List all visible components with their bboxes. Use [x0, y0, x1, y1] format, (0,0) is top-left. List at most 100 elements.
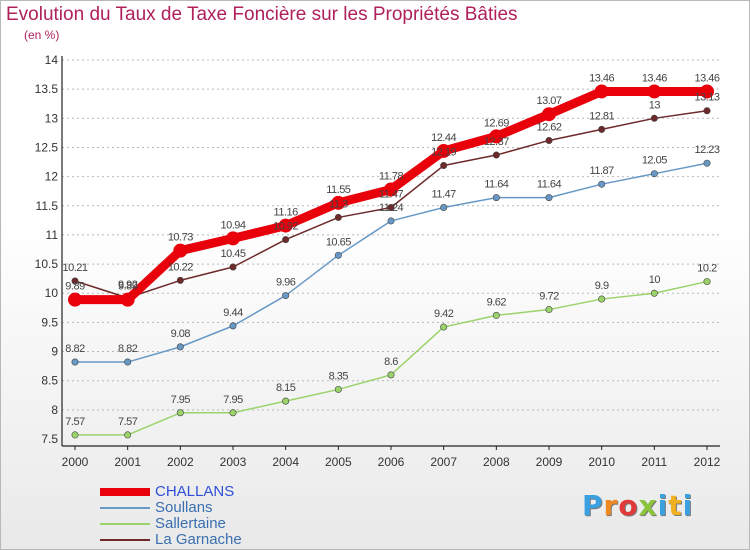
x-tick-label: 2009 — [536, 455, 563, 469]
legend-swatch — [100, 539, 150, 541]
data-point — [436, 143, 451, 158]
data-label: 13.46 — [642, 72, 667, 84]
data-label: 12.19 — [431, 147, 456, 159]
series-layer — [68, 84, 714, 439]
data-point — [387, 371, 395, 379]
logo-letter: P — [582, 489, 604, 522]
data-label: 9.92 — [118, 279, 138, 291]
data-point — [331, 195, 346, 210]
data-label: 8.15 — [276, 382, 296, 394]
data-point — [229, 409, 237, 417]
y-tick-label: 13 — [45, 111, 59, 125]
data-label: 10.21 — [62, 262, 87, 274]
y-tick-label: 12 — [45, 170, 59, 184]
y-tick-label: 13.5 — [35, 82, 59, 96]
data-point — [492, 311, 500, 319]
data-point — [282, 292, 290, 300]
data-label: 7.95 — [223, 394, 243, 406]
y-tick-label: 7.5 — [41, 432, 58, 446]
data-label: 10.73 — [168, 232, 193, 244]
data-point — [700, 84, 714, 99]
data-point — [124, 431, 132, 439]
legend-swatch — [100, 488, 150, 496]
y-tick-label: 9 — [51, 345, 58, 359]
data-label: 9.96 — [276, 277, 296, 289]
legend-label: CHALLANS — [155, 483, 235, 500]
y-tick-label: 9.5 — [41, 315, 58, 329]
x-tick-label: 2011 — [641, 455, 667, 469]
data-point — [650, 289, 658, 297]
data-label: 13 — [649, 99, 661, 111]
data-point — [598, 295, 606, 303]
data-point — [176, 409, 184, 417]
legend-swatch — [100, 507, 150, 509]
data-label: 13.46 — [694, 72, 719, 84]
data-label: 11.47 — [432, 189, 457, 201]
y-tick-label: 8 — [51, 403, 58, 417]
data-label: 10.22 — [168, 261, 193, 273]
data-point — [440, 162, 448, 170]
data-point — [387, 217, 395, 225]
data-label: 11.47 — [379, 189, 404, 201]
data-point — [334, 213, 342, 221]
data-label: 10.2 — [697, 263, 717, 275]
y-tick-label: 14 — [45, 53, 59, 67]
data-label: 10.65 — [326, 236, 351, 248]
data-point — [71, 277, 79, 285]
data-label: 9.72 — [539, 291, 559, 303]
y-tick-label: 11 — [46, 228, 59, 242]
data-point — [176, 276, 184, 284]
data-point — [594, 84, 609, 99]
x-tick-label: 2001 — [114, 455, 141, 469]
series-sallertaine — [71, 278, 711, 439]
data-point — [124, 358, 132, 366]
data-point — [387, 204, 395, 212]
series-soullans — [71, 159, 711, 366]
data-label: 8.82 — [65, 343, 85, 355]
logo-letter: t — [668, 489, 683, 522]
data-label: 12.37 — [484, 136, 509, 148]
data-point — [229, 322, 237, 330]
data-label: 13.07 — [536, 95, 561, 107]
data-label: 13.13 — [694, 92, 719, 104]
data-label: 11.78 — [379, 170, 404, 182]
legend-label: Sallertaine — [155, 515, 226, 532]
data-label: 12.69 — [484, 117, 509, 129]
data-point — [278, 218, 293, 233]
data-label: 12.44 — [431, 132, 456, 144]
data-label: 12.62 — [536, 121, 561, 133]
data-label: 12.23 — [694, 144, 719, 156]
logo-letter: r — [603, 489, 619, 522]
x-tick-label: 2006 — [378, 455, 405, 469]
data-label: 9.08 — [171, 328, 191, 340]
data-label: 8.35 — [329, 370, 349, 382]
data-label: 10.92 — [273, 221, 298, 233]
data-point — [334, 251, 342, 259]
legend-label: La Garnache — [155, 531, 242, 548]
data-label: 7.57 — [65, 416, 85, 428]
data-label: 12.81 — [589, 110, 614, 122]
x-tick-label: 2005 — [325, 455, 352, 469]
x-tick-label: 2000 — [62, 455, 89, 469]
data-point — [545, 306, 553, 314]
data-point — [334, 385, 342, 393]
series-la-garnache — [71, 107, 711, 302]
y-tick-label: 10.5 — [35, 257, 59, 271]
data-point — [492, 194, 500, 202]
data-point — [598, 125, 606, 133]
data-label: 11.24 — [379, 202, 404, 214]
data-label: 8.82 — [118, 343, 138, 355]
data-label: 8.6 — [384, 356, 398, 368]
proxiti-logo: Proxiti — [582, 489, 693, 522]
data-point — [173, 243, 188, 258]
data-label: 7.95 — [171, 394, 191, 406]
logo-letter: o — [618, 489, 639, 522]
x-tick-label: 2003 — [220, 455, 247, 469]
data-label: 9.89 — [65, 281, 85, 293]
data-point — [545, 136, 553, 144]
data-point — [492, 151, 500, 159]
data-label: 13.46 — [589, 72, 614, 84]
data-label: 11.3 — [329, 198, 348, 210]
y-tick-label: 10 — [45, 286, 59, 300]
